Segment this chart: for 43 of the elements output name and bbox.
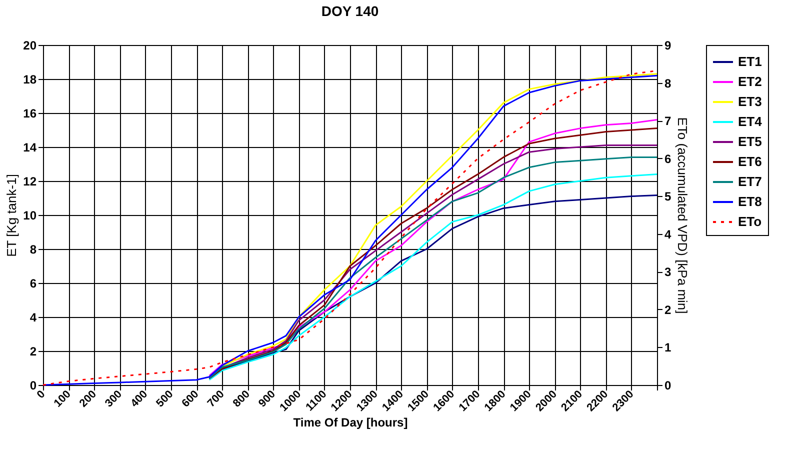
y-tick-label: 10 [23, 208, 37, 222]
y-tick-label: 16 [23, 106, 37, 120]
y2-tick-label: 4 [664, 227, 672, 242]
legend-label: ETo [738, 214, 762, 229]
y2-tick-label: 1 [664, 340, 672, 355]
y-tick-label: 0 [30, 378, 37, 392]
x-tick-label: 800 [230, 388, 252, 410]
y-tick-label: 2 [30, 344, 37, 358]
legend-label: ET7 [738, 174, 762, 189]
y2-tick-label: 3 [664, 265, 672, 280]
x-axis-title: Time Of Day [hours] [293, 415, 408, 430]
y2-tick-label: 2 [664, 302, 672, 317]
y-tick-label: 20 [23, 38, 37, 52]
y2-tick-label: 8 [664, 76, 672, 90]
x-tick-label: 500 [154, 388, 176, 410]
legend-label: ET3 [738, 94, 762, 109]
legend-label: ET6 [738, 154, 762, 169]
y-axis-title: ET [Kg tank-1] [4, 174, 20, 257]
y2-tick-label: 5 [664, 190, 672, 204]
x-tick-label: 300 [103, 388, 124, 410]
y2-tick-label: 7 [664, 114, 672, 128]
y2-tick-label: 9 [664, 38, 672, 52]
legend-label: ET4 [738, 114, 763, 129]
y-tick-label: 4 [30, 310, 37, 324]
x-tick-label: 400 [128, 388, 150, 410]
y-tick-label: 14 [23, 140, 37, 154]
x-tick-label: 700 [205, 388, 227, 410]
legend-label: ET5 [738, 134, 762, 149]
chart-title: DOY 140 [321, 3, 379, 19]
y-tick-label: 18 [23, 72, 37, 86]
y-tick-label: 8 [30, 242, 37, 256]
x-tick-label: 100 [52, 388, 74, 410]
y2-axis-title: ETo (accumulated VPD) [kPa min] [675, 117, 690, 314]
y-tick-label: 12 [23, 174, 37, 188]
x-tick-label: 200 [77, 388, 99, 410]
legend-label: ET8 [738, 194, 762, 209]
legend-label: ET2 [738, 74, 762, 89]
y2-tick-label: 6 [664, 152, 672, 166]
x-tick-label: 900 [256, 388, 278, 410]
legend-label: ET1 [738, 54, 762, 69]
y2-tick-label: 0 [664, 378, 672, 392]
x-tick-label: 600 [180, 388, 202, 410]
y-tick-label: 6 [30, 276, 37, 290]
